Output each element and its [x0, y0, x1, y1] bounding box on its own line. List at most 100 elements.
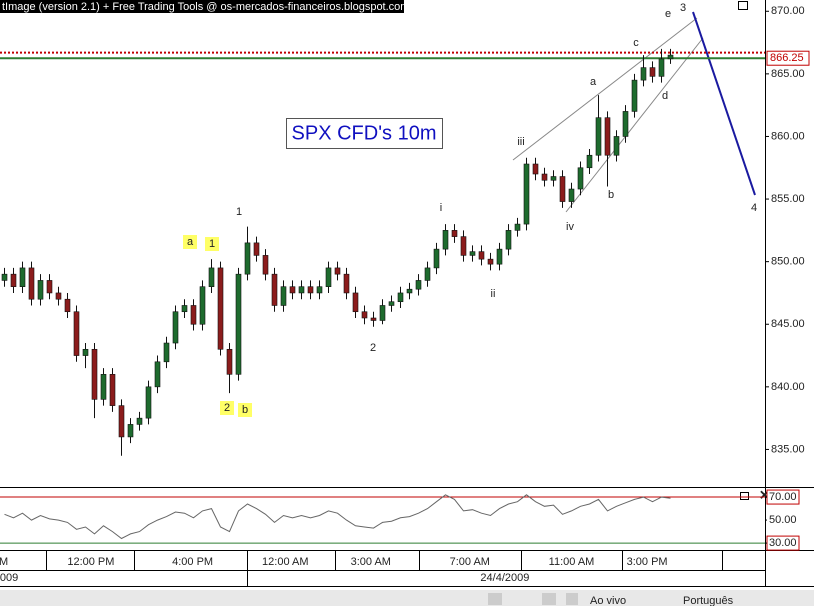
candle-body	[631, 79, 638, 112]
candle-body	[46, 280, 53, 294]
candle-body	[37, 280, 44, 300]
candle-body	[154, 361, 161, 388]
candle-body	[397, 292, 404, 303]
candle-body	[388, 301, 395, 306]
candle-body	[523, 163, 530, 225]
wave-label: ii	[491, 288, 496, 300]
candle-body	[145, 386, 152, 419]
candle-body	[109, 374, 116, 406]
candle-body	[361, 311, 368, 319]
candle-body	[370, 317, 377, 321]
candle-body	[127, 424, 134, 438]
status-icon[interactable]	[542, 593, 556, 605]
y-tick-label: 840.00	[771, 381, 805, 393]
candle-body	[208, 267, 215, 287]
candle-body	[64, 298, 71, 313]
x-tick-label: M	[0, 556, 8, 568]
candle-body	[181, 305, 188, 313]
note-bg	[238, 403, 252, 417]
wave-label: iii	[517, 136, 524, 148]
candle-body	[424, 267, 431, 281]
candle-body	[550, 176, 557, 181]
panel-button[interactable]	[740, 492, 749, 500]
candle-body	[343, 273, 350, 294]
title-box	[286, 118, 443, 149]
price-tag	[766, 50, 810, 66]
candle-body	[289, 286, 296, 294]
candle-body	[595, 117, 602, 156]
y-tick-label: 850.00	[771, 256, 805, 268]
candle-body	[190, 305, 197, 325]
candle-body	[217, 267, 224, 350]
wave-label: 2	[224, 402, 230, 414]
status-icon[interactable]	[566, 593, 578, 605]
header-bar	[0, 0, 404, 13]
candle-body	[496, 248, 503, 265]
y-tick-label: 855.00	[771, 193, 805, 205]
candle-body	[559, 176, 566, 202]
candle-body	[667, 54, 674, 60]
candle-body	[586, 154, 593, 169]
candle-body	[658, 58, 665, 77]
wave-label: b	[242, 404, 248, 416]
window-button[interactable]	[738, 1, 748, 10]
candle-body	[379, 305, 386, 321]
candle-body	[541, 173, 548, 181]
annotations: e 3 c d a b iii iv i ii 1 2 a 1 2 b 4	[183, 2, 757, 417]
y-tick-label: 870.00	[771, 5, 805, 17]
status-icon[interactable]	[488, 593, 502, 605]
date-label: 24/4/2009	[480, 572, 529, 584]
candle-body	[613, 136, 620, 156]
candle-body	[244, 242, 251, 275]
wave-label: a	[590, 76, 597, 88]
x-tick-label: 11:00 AM	[549, 556, 595, 568]
candle-body	[271, 273, 278, 306]
x-tick-label: 4:00 PM	[172, 556, 213, 568]
candle-body	[442, 230, 449, 250]
candle-body	[433, 248, 440, 269]
x-tick-label: 7:00 AM	[450, 556, 490, 568]
frame	[0, 0, 814, 587]
rsi-tick-label: 30.00	[769, 537, 797, 549]
rsi-tick-label: 70.00	[769, 491, 797, 503]
chart-title: SPX CFD's 10m	[292, 122, 437, 144]
candle-body	[163, 342, 170, 363]
candle-body	[505, 230, 512, 250]
candle-body	[28, 267, 35, 300]
rsi-tick-label: 50.00	[769, 514, 797, 526]
candle-body	[568, 188, 575, 202]
candle-body	[298, 286, 305, 294]
candle-body	[172, 311, 179, 344]
candle-body	[406, 288, 413, 294]
candle-body	[532, 163, 539, 175]
date-label: 009	[0, 572, 18, 584]
candle-body	[82, 348, 89, 356]
wave-label: b	[608, 189, 614, 201]
candle-body	[262, 255, 269, 275]
status-bar	[0, 590, 814, 606]
candle-body	[1, 273, 8, 281]
note-bg	[183, 235, 197, 249]
candle-body	[73, 311, 80, 356]
x-tick-label: 12:00 PM	[67, 556, 114, 568]
y-tick-label: 865.00	[771, 68, 805, 80]
y-tick-label: 845.00	[771, 318, 805, 330]
candle-body	[55, 292, 62, 300]
candle-body	[469, 251, 476, 256]
status-item: Ao vivo	[590, 595, 626, 606]
candle-body	[136, 417, 143, 425]
panel-close[interactable]: ✕	[759, 487, 770, 502]
wave-label: e	[665, 8, 671, 20]
candle-body	[280, 286, 287, 306]
candle-body	[514, 223, 521, 231]
candle-body	[451, 230, 458, 237]
note-bg	[220, 401, 234, 415]
candle-body	[478, 251, 485, 260]
price-tag-label: 866.25	[770, 52, 804, 64]
wave-label: c	[633, 37, 639, 49]
candle-body	[460, 236, 467, 256]
candle-body	[640, 67, 647, 81]
candle-body	[100, 374, 107, 400]
candle-body	[19, 267, 26, 287]
